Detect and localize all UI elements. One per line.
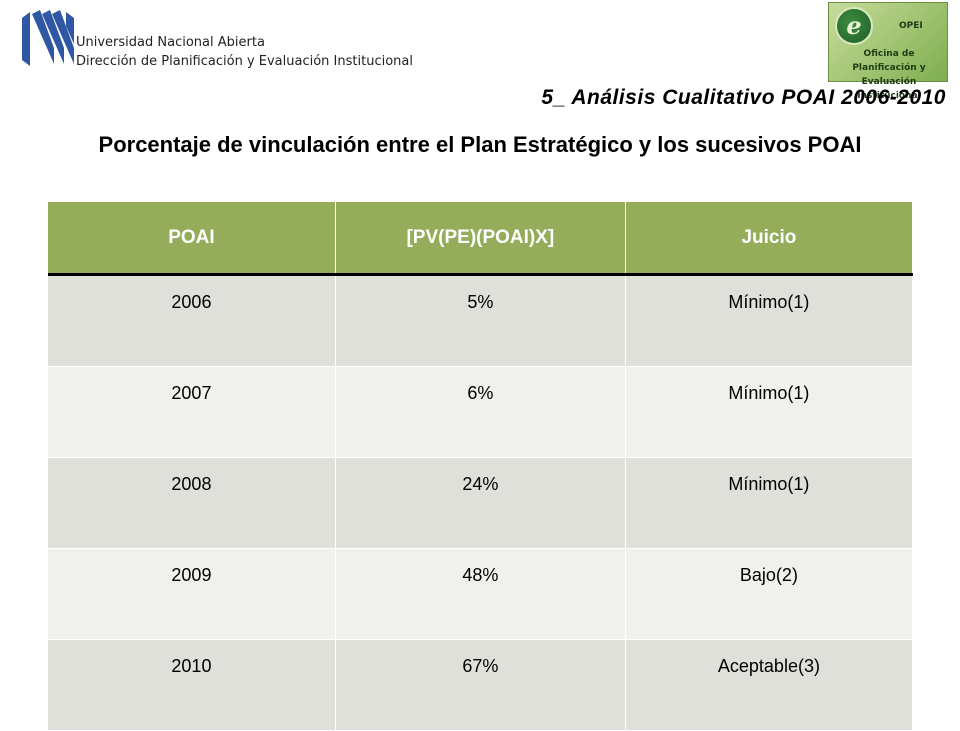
- header-poai: POAI: [48, 202, 336, 275]
- table-row: 2008 24% Mínimo(1): [48, 457, 914, 549]
- una-logo-icon: [22, 10, 74, 66]
- header-juicio: Juicio: [625, 202, 914, 275]
- opei-name: Oficina de Planificación y Evaluación In…: [852, 49, 926, 101]
- cell-juicio: Mínimo(1): [625, 457, 914, 549]
- cell-poai: 2010: [48, 639, 336, 731]
- cell-poai: 2009: [48, 548, 336, 640]
- opei-emblem-icon: e: [835, 7, 873, 45]
- table-header-row: POAI [PV(PE)(POAI)X] Juicio: [48, 202, 914, 275]
- cell-juicio: Bajo(2): [625, 548, 914, 640]
- table-row: 2006 5% Mínimo(1): [48, 274, 914, 367]
- una-logo: [20, 8, 78, 70]
- cell-poai: 2007: [48, 366, 336, 458]
- cell-poai: 2006: [48, 274, 336, 367]
- cell-pv: 5%: [335, 274, 626, 367]
- cell-pv: 67%: [335, 639, 626, 731]
- department-name: Dirección de Planificación y Evaluación …: [76, 54, 413, 69]
- section-subtitle: 5_ Análisis Cualitativo POAI 2006-2010: [541, 86, 946, 109]
- cell-juicio: Mínimo(1): [625, 366, 914, 458]
- header-pv: [PV(PE)(POAI)X]: [335, 202, 626, 275]
- table-row: 2010 67% Aceptable(3): [48, 639, 914, 731]
- institution-block: Universidad Nacional Abierta Dirección d…: [76, 33, 413, 71]
- cell-juicio: Aceptable(3): [625, 639, 914, 731]
- table-row: 2009 48% Bajo(2): [48, 548, 914, 640]
- cell-pv: 24%: [335, 457, 626, 549]
- cell-pv: 48%: [335, 548, 626, 640]
- opei-emblem-letter: e: [846, 11, 862, 40]
- page-title: Porcentaje de vinculación entre el Plan …: [98, 132, 862, 157]
- opei-abbr: OPEI: [899, 21, 923, 31]
- institution-name: Universidad Nacional Abierta: [76, 35, 265, 50]
- poai-table: POAI [PV(PE)(POAI)X] Juicio 2006 5% Míni…: [48, 202, 914, 731]
- cell-poai: 2008: [48, 457, 336, 549]
- cell-juicio: Mínimo(1): [625, 274, 914, 367]
- table-row: 2007 6% Mínimo(1): [48, 366, 914, 458]
- opei-logo: e OPEI Oficina de Planificación y Evalua…: [828, 2, 948, 101]
- cell-pv: 6%: [335, 366, 626, 458]
